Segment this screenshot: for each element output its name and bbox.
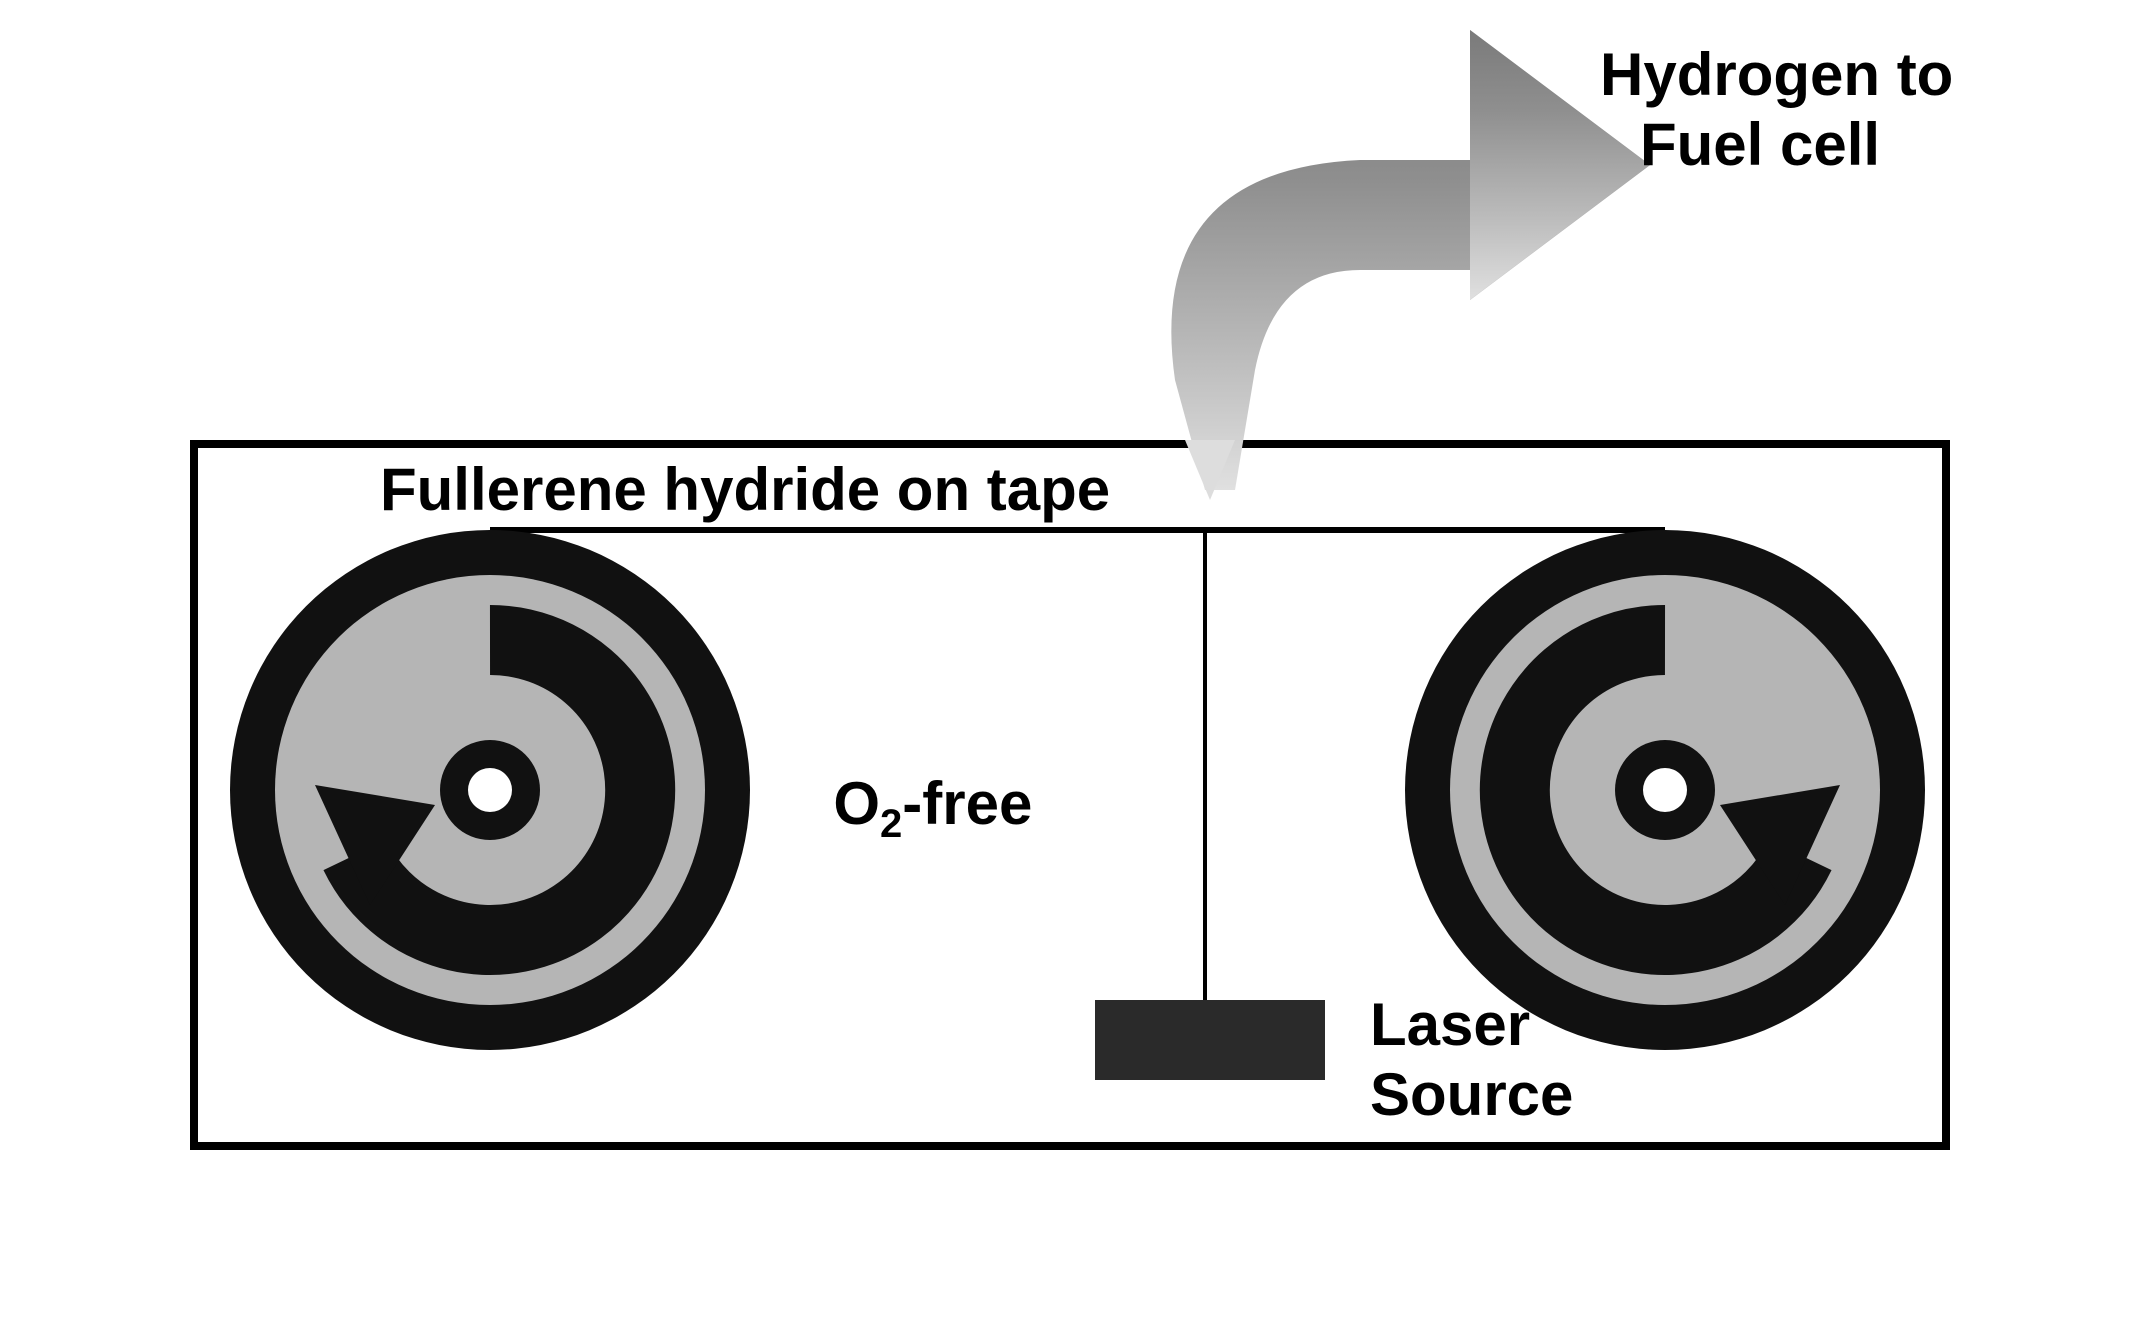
laser-label-line2: Source [1370,1060,1573,1129]
o2-free-pre: O [833,770,880,837]
laser-source-block [1095,1000,1325,1080]
beam-emanation-icon [1175,430,1245,500]
o2-free-sub: 2 [880,802,902,846]
right-reel-hole [1643,768,1687,812]
hydrogen-output-arrow [1100,20,1660,500]
hydrogen-label-line2: Fuel cell [1640,110,1880,179]
o2-free-dash: - [902,770,922,837]
o2-free-post: free [922,770,1032,837]
tape-label: Fullerene hydride on tape [380,455,1110,524]
tape-line [490,527,1665,533]
o2-free-label: O2-free [800,700,1032,847]
left-reel-hole [468,768,512,812]
laser-label-line1: Laser [1370,990,1530,1059]
hydrogen-label-line1: Hydrogen to [1600,40,1953,109]
laser-beam [1203,530,1207,1000]
